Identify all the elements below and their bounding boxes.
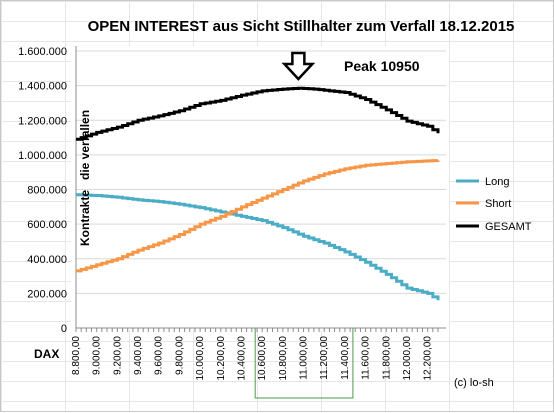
x-tick-label: 9.000,00 <box>92 336 103 375</box>
x-tick-label: 12.200,00 <box>423 336 434 381</box>
y-tick-label: 600.000 <box>27 219 67 231</box>
x-tick-label: 10.800,00 <box>278 336 289 381</box>
x-tick-label: 11.600,00 <box>361 336 372 380</box>
x-tick-label: 10.400,00 <box>236 336 247 381</box>
x-tick-labels: 8.800,00 9.000,00 9.200,00 9.400,00 9.600,00… <box>71 336 434 381</box>
x-tick-label: 10.000,00 <box>195 336 206 381</box>
legend-label-short: Short <box>485 198 511 210</box>
legend-label-long: Long <box>485 176 509 188</box>
y-tick-labels: 0 200.000 400.000 600.000 800.000 1.000.000 1.… <box>18 46 67 335</box>
y-tick-label: 0 <box>61 323 67 335</box>
x-tick-label: 12.000,00 <box>402 336 413 381</box>
y-axis-label: Kontrakte die verfallen <box>78 110 92 246</box>
series-line-gesamt <box>76 86 440 141</box>
x-tick-label: 10.600,00 <box>257 336 268 381</box>
x-tick-label: 9.600,00 <box>154 336 165 375</box>
y-tick-label: 400.000 <box>27 254 67 266</box>
peak-annotation: Peak 10950 <box>344 58 420 74</box>
series-line-long <box>76 193 440 301</box>
y-tick-label: 1.000.000 <box>18 150 67 162</box>
x-tick-label: 11.400,00 <box>340 336 351 380</box>
x-tick-label: 11.800,00 <box>381 336 392 380</box>
x-axis-label: DAX <box>34 347 59 361</box>
x-tick-label: 10.200,00 <box>216 336 227 381</box>
x-tick-label: 8.800,00 <box>71 336 82 375</box>
x-tick-label: 9.400,00 <box>133 336 144 375</box>
x-tick-label: 9.200,00 <box>112 336 123 375</box>
x-tick-label: 9.800,00 <box>174 336 185 375</box>
x-axis-ticks <box>75 328 439 332</box>
legend: Long Short GESAMT <box>456 176 532 233</box>
x-tick-label: 11.000,00 <box>299 336 310 380</box>
y-tick-label: 200.000 <box>27 288 67 300</box>
copyright-text: (c) lo-sh <box>454 377 494 389</box>
series-line-short <box>76 159 440 273</box>
series-lines <box>76 86 440 301</box>
x-tick-label: 11.200,00 <box>319 336 330 380</box>
y-tick-label: 1.400.000 <box>18 81 67 93</box>
y-tick-label: 1.200.000 <box>18 115 67 127</box>
y-tick-label: 1.600.000 <box>18 46 67 58</box>
chart-title: OPEN INTEREST aus Sicht Stillhalter zum … <box>88 18 515 35</box>
plot-area <box>71 46 449 330</box>
peak-arrow-icon <box>281 51 316 81</box>
legend-label-gesamt: GESAMT <box>485 221 532 233</box>
y-tick-label: 800.000 <box>27 185 67 197</box>
